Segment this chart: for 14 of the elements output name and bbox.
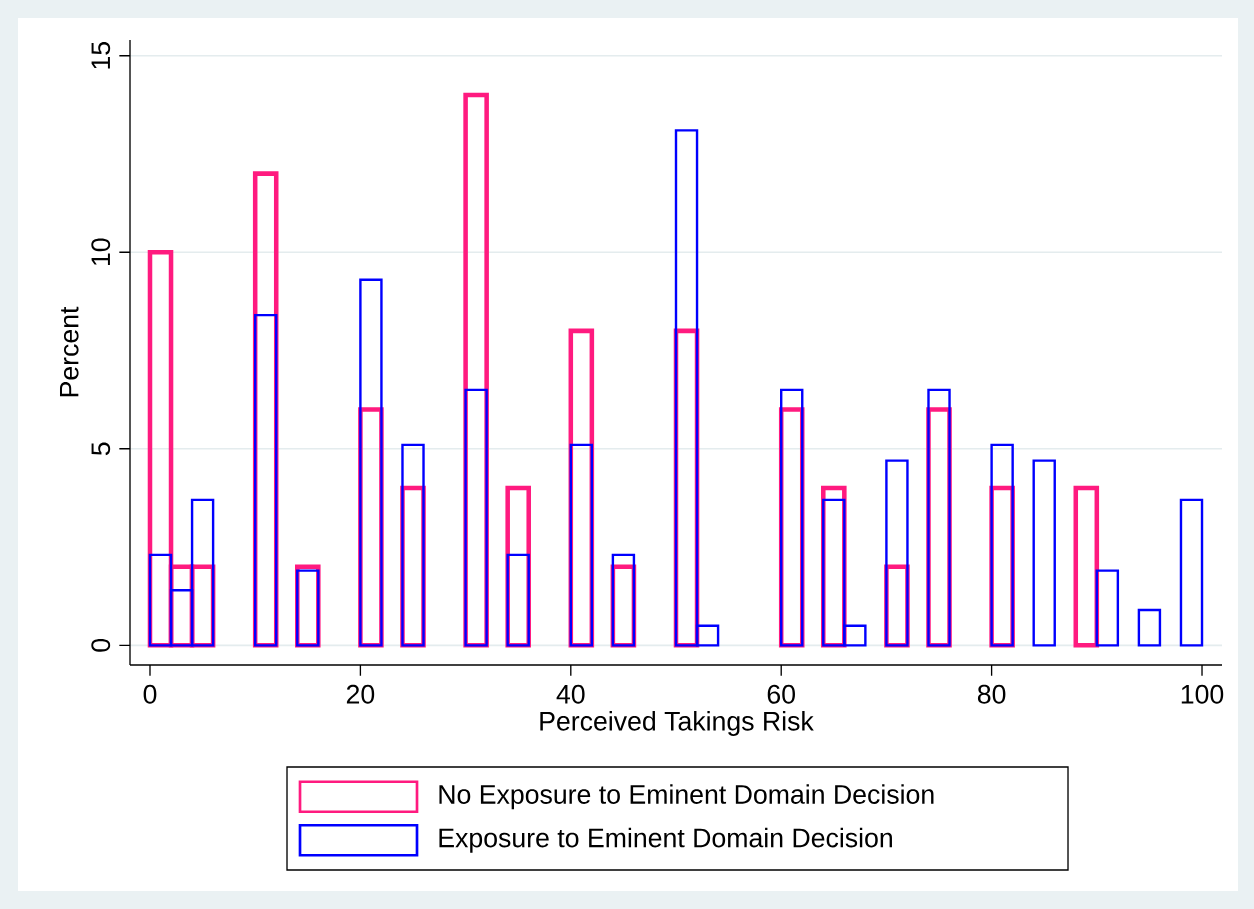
y-tick-label: 15	[91, 42, 111, 69]
x-tick-label: 60	[767, 684, 795, 704]
x-tick-label: 100	[1181, 684, 1224, 704]
x-tick-label: 0	[143, 684, 157, 704]
y-tick-label: 10	[91, 238, 111, 266]
y-tick-label: 5	[91, 442, 111, 456]
legend-label: No Exposure to Eminent Domain Decision	[439, 784, 934, 810]
x-axis-title: Perceived Takings Risk	[540, 711, 814, 736]
y-axis-title: Percent	[59, 306, 79, 397]
x-tick-label: 40	[556, 684, 585, 704]
x-tick-label: 20	[346, 684, 375, 704]
y-tick-label: 0	[91, 638, 111, 652]
legend-label: Exposure to Eminent Domain Decision	[439, 827, 892, 853]
x-tick-label: 80	[977, 684, 1006, 704]
